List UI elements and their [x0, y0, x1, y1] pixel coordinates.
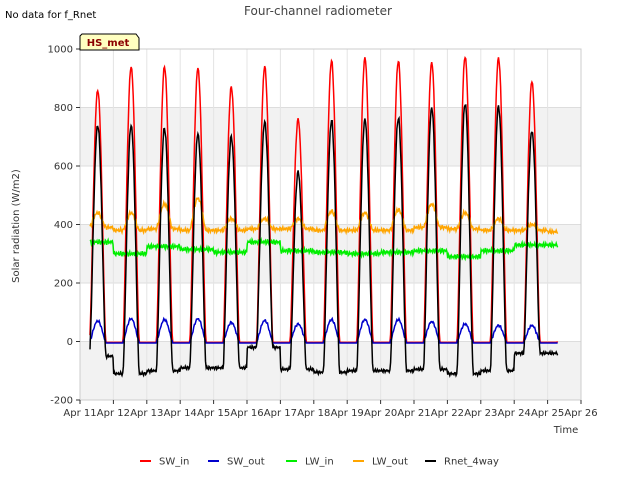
x-tick-label: Apr 19: [331, 408, 364, 419]
y-axis-label: Solar radiation (W/m2): [11, 169, 22, 283]
series-layer: [89, 56, 559, 379]
x-axis-label: Time: [553, 425, 578, 436]
x-tick-label: Apr 22: [431, 408, 464, 419]
x-tick-label: Apr 12: [97, 408, 130, 419]
x-tick-label: Apr 23: [464, 408, 497, 419]
x-tick-label: Apr 15: [197, 408, 230, 419]
series-line-lw-in: [89, 236, 559, 262]
x-tick-label: Apr 25: [531, 408, 564, 419]
legend: SW_in SW_out LW_in LW_out Rnet_4way: [140, 457, 499, 468]
legend-label: Rnet_4way: [444, 457, 499, 468]
x-tick-label: Apr 18: [297, 408, 330, 419]
x-tick-label: Apr 13: [130, 408, 163, 419]
x-tick-label: Apr 20: [364, 408, 397, 419]
y-axis-ticks: -200 0 200 400 600 800 1000: [48, 45, 80, 407]
series-line-sw-out: [89, 316, 558, 344]
y-tick-label: 600: [54, 162, 73, 173]
legend-label: LW_in: [305, 457, 334, 468]
no-data-note: No data for f_Rnet: [5, 10, 96, 21]
y-tick-label: 0: [67, 337, 73, 348]
x-tick-label: Apr 16: [230, 408, 263, 419]
series-line-rnet-4way: [89, 104, 559, 379]
badge-label: HS_met: [87, 38, 130, 49]
y-tick-label: 1000: [48, 45, 73, 56]
x-tick-label: Apr 21: [397, 408, 430, 419]
background-band: [80, 341, 581, 400]
x-tick-label: Apr 14: [164, 408, 197, 419]
y-tick-label: 200: [54, 279, 73, 290]
y-tick-label: 400: [54, 220, 73, 231]
background-band: [80, 166, 581, 225]
chart-title: Four-channel radiometer: [244, 4, 392, 18]
x-axis-ticks: Apr 11 Apr 12 Apr 13 Apr 14 Apr 15 Apr 16 Apr …: [63, 400, 598, 419]
legend-label: LW_out: [372, 457, 408, 468]
y-tick-label: 800: [54, 103, 73, 114]
x-tick-label: Apr 17: [264, 408, 297, 419]
hs-met-badge: HS_met: [79, 33, 140, 51]
legend-label: SW_out: [227, 457, 265, 468]
x-tick-label: Apr 24: [498, 408, 531, 419]
legend-label: SW_in: [159, 457, 189, 468]
background-band: [80, 283, 581, 342]
x-tick-label: Apr 11: [63, 408, 96, 419]
y-tick-label: -200: [50, 396, 73, 407]
x-tick-label: Apr 26: [564, 408, 597, 419]
